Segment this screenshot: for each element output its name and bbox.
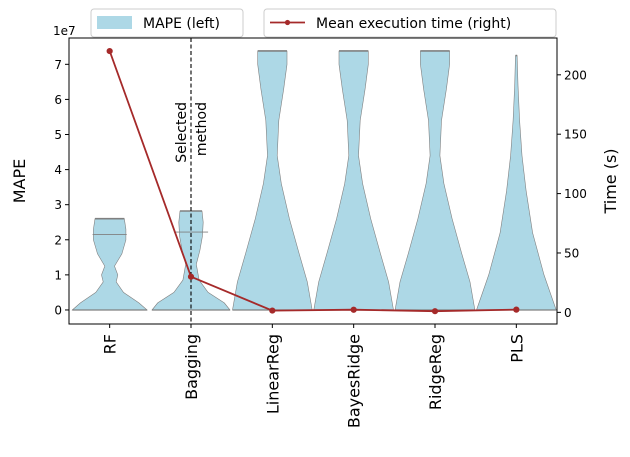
legend-swatch-time-marker [284, 19, 291, 26]
series-layer [106, 47, 520, 315]
violin-ridgereg [394, 50, 476, 311]
left-tick-label: 1 [54, 268, 62, 282]
legend-label-mape: MAPE (left) [143, 16, 220, 32]
right-axis-ticks: 0 50 100 150 200 [557, 68, 587, 320]
series-line-time [108, 50, 517, 313]
series-point-rf [106, 47, 113, 55]
left-tick-label: 0 [54, 303, 62, 317]
series-point-ridgereg [431, 308, 439, 315]
legend-label-time: Mean execution time (right) [316, 16, 511, 32]
left-axis-ticks: 0 1 2 3 4 5 6 7 [54, 58, 69, 317]
left-tick-label: 2 [54, 233, 62, 247]
right-tick-label: 150 [564, 128, 587, 142]
right-tick-label: 50 [564, 246, 579, 260]
left-tick-label: 7 [54, 58, 62, 72]
right-tick-label: 0 [564, 306, 572, 320]
left-axis-title: MAPE [10, 159, 29, 204]
plot-frame [68, 37, 558, 325]
x-tick-label-bagging: Bagging [182, 334, 201, 400]
series-point-linearreg [269, 307, 276, 314]
right-axis-title: Time (s) [601, 148, 620, 214]
series-point-pls [513, 306, 520, 313]
legend-swatch-mape [97, 16, 132, 29]
annotation-layer: Selected method [174, 38, 210, 324]
left-tick-label: 4 [54, 163, 62, 177]
violins [71, 50, 557, 311]
legend-box-time [263, 8, 557, 38]
x-tick-label-pls: PLS [507, 334, 526, 363]
series-point-bayesridge [350, 306, 357, 313]
violin-rf [71, 218, 148, 311]
annotation-line-2: method [194, 102, 210, 156]
right-tick-label: 200 [564, 68, 587, 82]
violin-bayesridge [313, 50, 394, 311]
left-tick-label: 3 [54, 198, 62, 212]
series-point-bagging [187, 273, 195, 280]
annotation-line-1: Selected [174, 102, 190, 163]
x-tick-label-rf: RF [101, 334, 120, 354]
x-tick-label-linearreg: LinearReg [263, 334, 282, 414]
violin-linearreg [232, 50, 313, 311]
right-tick-label: 100 [564, 187, 587, 201]
left-axis-multiplier: 1e7 [53, 24, 76, 38]
x-tick-label-ridgereg: RidgeReg [426, 334, 445, 410]
legend: MAPE (left) Mean execution time (right) [90, 8, 557, 38]
x-axis-ticks: RF Bagging LinearReg BayesRidge RidgeReg PLS [101, 324, 526, 428]
x-tick-label-bayesridge: BayesRidge [345, 334, 364, 428]
violin-pls [476, 55, 557, 311]
left-tick-label: 5 [54, 128, 62, 142]
left-tick-label: 6 [54, 93, 62, 107]
